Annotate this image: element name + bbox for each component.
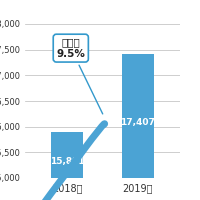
Text: 伸び率
9.5%: 伸び率 9.5% bbox=[56, 37, 103, 114]
Bar bbox=[122, 54, 154, 178]
Text: 15,891: 15,891 bbox=[50, 157, 85, 166]
Y-axis label: （億円）: （億円） bbox=[0, 175, 1, 184]
Text: 17,407: 17,407 bbox=[120, 118, 155, 127]
Bar bbox=[51, 132, 83, 178]
